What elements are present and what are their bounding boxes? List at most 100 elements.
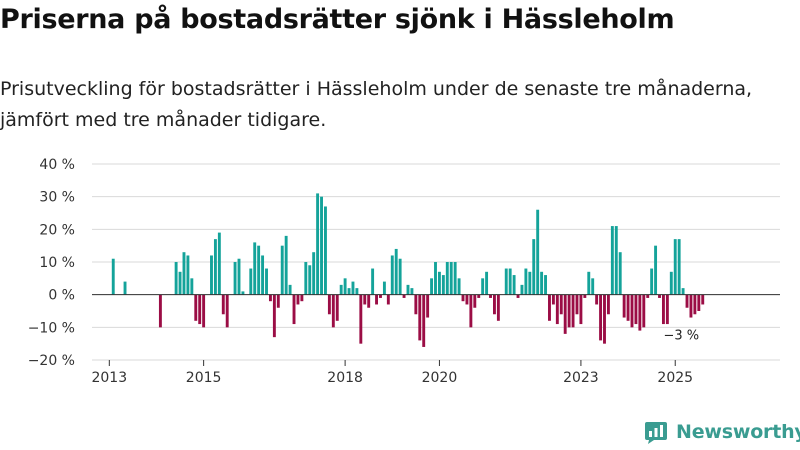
bar (595, 294, 599, 305)
bar (386, 294, 390, 305)
bar (571, 294, 575, 328)
bar (661, 294, 665, 325)
bar (339, 284, 343, 295)
bar (485, 271, 489, 295)
annotations: −3 % (664, 329, 700, 344)
x-tick-label: 2025 (657, 370, 693, 386)
bar (327, 294, 331, 315)
bar (437, 271, 441, 295)
annotation-label: −3 % (664, 329, 700, 344)
bar (638, 294, 642, 331)
bar (284, 235, 288, 295)
bar (312, 252, 316, 295)
bar (406, 284, 410, 295)
bar (174, 262, 178, 295)
bar (394, 248, 398, 295)
bar (603, 294, 606, 344)
bar (272, 294, 276, 338)
bar (555, 294, 559, 325)
x-tick-label: 2015 (186, 370, 222, 386)
bar (347, 288, 351, 295)
bar (430, 278, 434, 295)
newsworthy-logo[interactable]: Newsworthy (644, 420, 800, 444)
bar (681, 288, 685, 295)
bar (583, 294, 587, 298)
newsworthy-logo-icon (645, 422, 667, 444)
bar (697, 294, 701, 311)
bar (445, 262, 449, 295)
bar (473, 294, 477, 308)
bar (689, 294, 693, 318)
bar (693, 294, 697, 315)
bar (324, 206, 327, 295)
bar (489, 294, 492, 298)
bar (198, 294, 202, 325)
y-tick-label: −10 % (28, 320, 75, 336)
bar (701, 294, 705, 305)
y-tick-label: −20 % (28, 353, 75, 369)
bar (461, 294, 465, 302)
x-tick-label: 2018 (327, 370, 363, 386)
bar (221, 294, 225, 315)
bar (253, 242, 257, 295)
bar (265, 268, 268, 295)
bar (551, 294, 555, 305)
bar (343, 278, 347, 295)
bar (441, 275, 445, 295)
y-tick-label: 20 % (39, 222, 75, 238)
bar (225, 294, 229, 328)
bar (493, 294, 496, 315)
bar (673, 239, 677, 295)
x-tick-label: 2013 (91, 370, 127, 386)
bar (178, 271, 182, 295)
bar (210, 255, 213, 295)
bar (276, 294, 280, 308)
bar (563, 294, 567, 334)
bar (626, 294, 630, 321)
bar (367, 294, 371, 308)
bar (650, 268, 654, 295)
bar (194, 294, 198, 321)
x-axis: 2013 2015 2018 2020 2023 2025 (91, 294, 780, 386)
bar (418, 294, 422, 341)
bar (465, 294, 469, 305)
bar (469, 294, 473, 328)
bar (504, 268, 508, 295)
bar (410, 288, 414, 295)
bar (685, 294, 689, 308)
bar (320, 196, 323, 295)
bar (213, 239, 217, 295)
bar (182, 252, 186, 295)
bar (606, 294, 610, 315)
bar (669, 271, 673, 295)
bar (540, 271, 544, 295)
bar (528, 271, 532, 295)
x-tick-label: 2020 (422, 370, 458, 386)
bar (237, 258, 241, 295)
bar (477, 294, 481, 298)
bar (300, 294, 304, 302)
bar (665, 294, 669, 325)
bar (622, 294, 626, 318)
bar (316, 193, 320, 295)
bar (371, 268, 375, 295)
bar (296, 294, 300, 305)
bar (268, 294, 272, 302)
bar-chart: 40 %30 %20 %10 %0 %−10 %−20 % 2013 2015 20… (28, 157, 780, 386)
bar (382, 281, 386, 295)
bar (233, 262, 237, 295)
bar (508, 268, 512, 295)
bar (331, 294, 335, 328)
y-tick-label: 40 % (39, 157, 75, 173)
bar (481, 278, 485, 295)
bar (292, 294, 296, 325)
y-axis-labels: 40 % 30 % 20 % 10 % 0 % −10 % −20 % (28, 157, 75, 369)
bar (123, 281, 127, 295)
x-tick-label: 2023 (563, 370, 599, 386)
bar (630, 294, 634, 328)
bar (422, 294, 426, 347)
bar (379, 294, 382, 298)
bar (190, 278, 194, 295)
bar (363, 294, 367, 305)
bar (355, 288, 359, 295)
